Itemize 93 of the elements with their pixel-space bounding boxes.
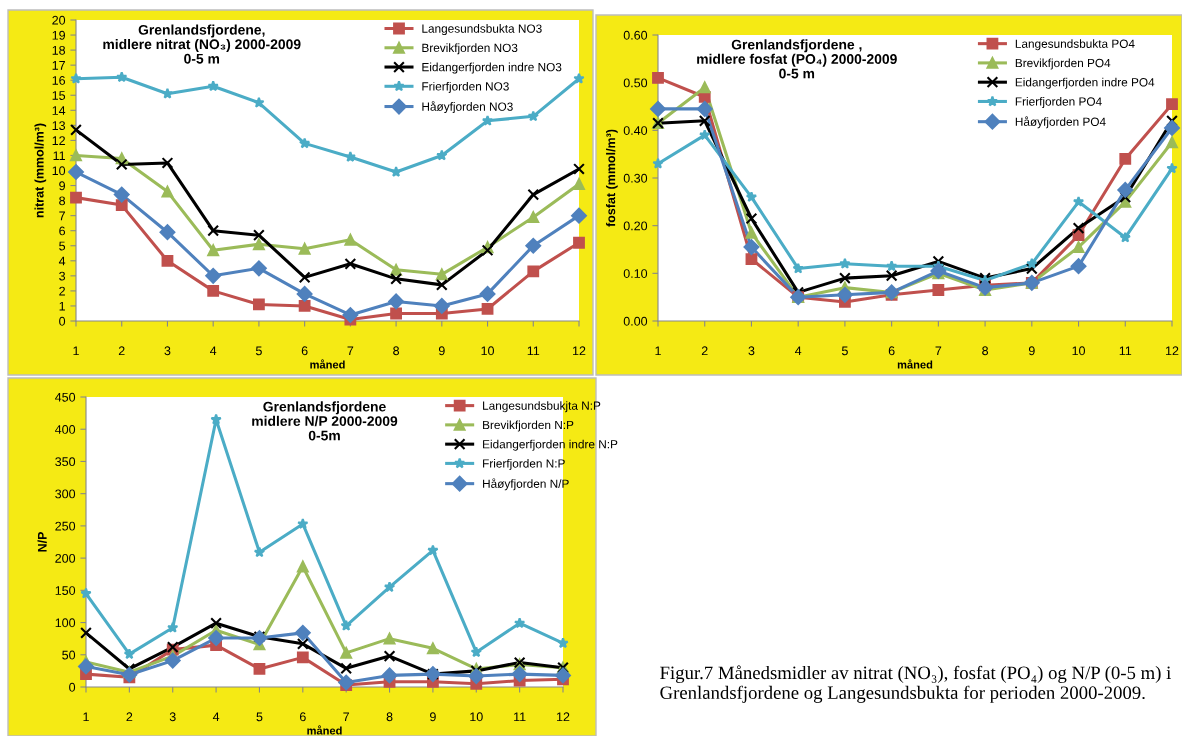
y-tick-label: 15 [52,91,66,100]
y-tick-label: 5 [59,241,66,251]
legend-label: Eidangerfjorden indre NO3 [422,62,562,74]
y-tick-label: 9 [59,181,65,191]
y-tick-label: 200 [55,553,76,563]
x-tick-label: 1 [655,346,661,356]
x-tick-label: 6 [301,346,308,356]
text: Grenlandsfjordene , midlere fosfat (PO₄) 2000-2009 0-5 m [697,39,897,79]
y-tick-label: 12 [52,136,65,145]
y-tick-label: 100 [55,618,76,628]
y-tick-label: 20 [52,15,66,25]
y-tick-label: 18 [52,45,66,55]
y-tick-label: 13 [52,121,66,130]
x-tick-label: 10 [481,346,495,356]
x-axis-title: måned [307,725,342,735]
x-tick-label: 8 [982,346,989,356]
x-tick-label: 10 [470,712,483,722]
legend-label: Langesundsbukta PO4 [1015,39,1135,51]
y-tick-label: 0.50 [623,78,648,88]
legend-label: Frierfjorden NO3 [422,81,509,93]
y-tick-label: 150 [55,586,76,595]
y-tick-label: 6 [59,226,66,236]
y-axis-title: fosfat (mmol/m³) [606,129,618,227]
y-tick-label: 350 [55,457,76,467]
x-tick-label: 6 [888,346,895,356]
x-tick-label: 12 [573,346,586,356]
legend-label: Håøyfjorden NO3 [422,101,513,114]
x-tick-label: 11 [527,346,540,356]
y-tick-label: 2 [59,286,65,296]
x-tick-label: 9 [430,712,436,722]
x-tick-label: 7 [343,712,350,722]
legend-label: Brevikfjorden NO3 [422,43,518,55]
y-axis-title: N/P [37,532,47,552]
x-tick-label: 2 [701,346,708,356]
y-tick-label: 3 [59,271,66,281]
legend-label: Langesundsbukta NO3 [422,24,542,36]
y-tick-label: 0.10 [623,269,648,278]
y-tick-label: 0 [69,682,76,692]
y-tick-label: 19 [52,30,65,40]
y-tick-label: 0.40 [623,126,648,135]
y-tick-label: 1 [59,301,65,311]
y-tick-label: 400 [55,425,76,434]
x-tick-label: 5 [256,712,263,722]
x-tick-label: 7 [935,346,942,356]
legend-label: Håøyfjorden PO4 [1015,116,1106,129]
x-tick-label: 3 [748,346,755,356]
x-tick-label: 12 [1166,346,1179,356]
x-tick-label: 1 [83,712,89,722]
y-tick-label: 300 [55,489,76,499]
text: Grenlandsfjordene, midlere nitrat (NO₃) 2000-2009 0-5 m [103,24,301,64]
x-tick-label: 12 [557,712,570,722]
x-tick-label: 4 [794,346,802,356]
x-tick-label: 3 [169,712,176,722]
y-tick-label: 0.60 [623,30,648,40]
y-tick-label: 0.30 [623,173,648,183]
text: Figur.7 Månedsmidler av nitrat (NO₃), fosfat (PO₄) og N/P (0-5 m) i Grenlandsfjordene og Langesundsbukta for perioden 2000-2009. [660,665,1171,703]
x-tick-label: 3 [164,346,171,356]
y-tick-label: 10 [52,166,66,176]
legend-label: Eidangerfjorden indre PO4 [1015,77,1155,89]
y-tick-label: 50 [62,650,76,660]
y-tick-label: 8 [59,196,66,206]
x-tick-label: 4 [209,346,217,356]
y-tick-label: 450 [55,392,76,402]
y-tick-label: 250 [55,521,76,531]
y-tick-label: 16 [52,76,66,85]
y-tick-label: 11 [53,151,65,160]
x-tick-label: 8 [386,712,393,722]
x-tick-label: 5 [841,346,848,356]
x-tick-label: 5 [255,346,262,356]
y-axis-title: nitrat (mmol/m³) [34,123,47,218]
x-axis-title: måned [310,359,345,369]
x-tick-label: 4 [212,712,220,722]
x-tick-label: 7 [347,346,354,356]
y-tick-label: 0 [59,316,66,326]
legend-label: Frierfjorden PO4 [1015,97,1102,109]
x-tick-label: 10 [1072,346,1086,356]
y-tick-label: 14 [52,106,66,115]
x-tick-label: 11 [514,712,526,722]
x-tick-label: 6 [299,712,306,722]
y-tick-label: 4 [58,256,66,266]
x-tick-label: 2 [126,712,133,722]
y-tick-label: 0.20 [623,221,648,231]
x-tick-label: 9 [438,346,445,356]
y-tick-label: 0.00 [623,316,648,326]
y-tick-label: 7 [59,211,65,221]
legend-label: Brevikfjorden PO4 [1015,58,1111,70]
x-tick-label: 2 [118,346,125,356]
x-tick-label: 11 [1119,346,1132,356]
x-tick-label: 8 [393,346,400,356]
text: Grenlandsfjordene midlere N/P 2000-2009 0-5m [252,401,398,441]
x-axis-title: måned [897,359,933,369]
y-tick-label: 17 [52,61,65,70]
x-tick-label: 9 [1028,346,1035,356]
